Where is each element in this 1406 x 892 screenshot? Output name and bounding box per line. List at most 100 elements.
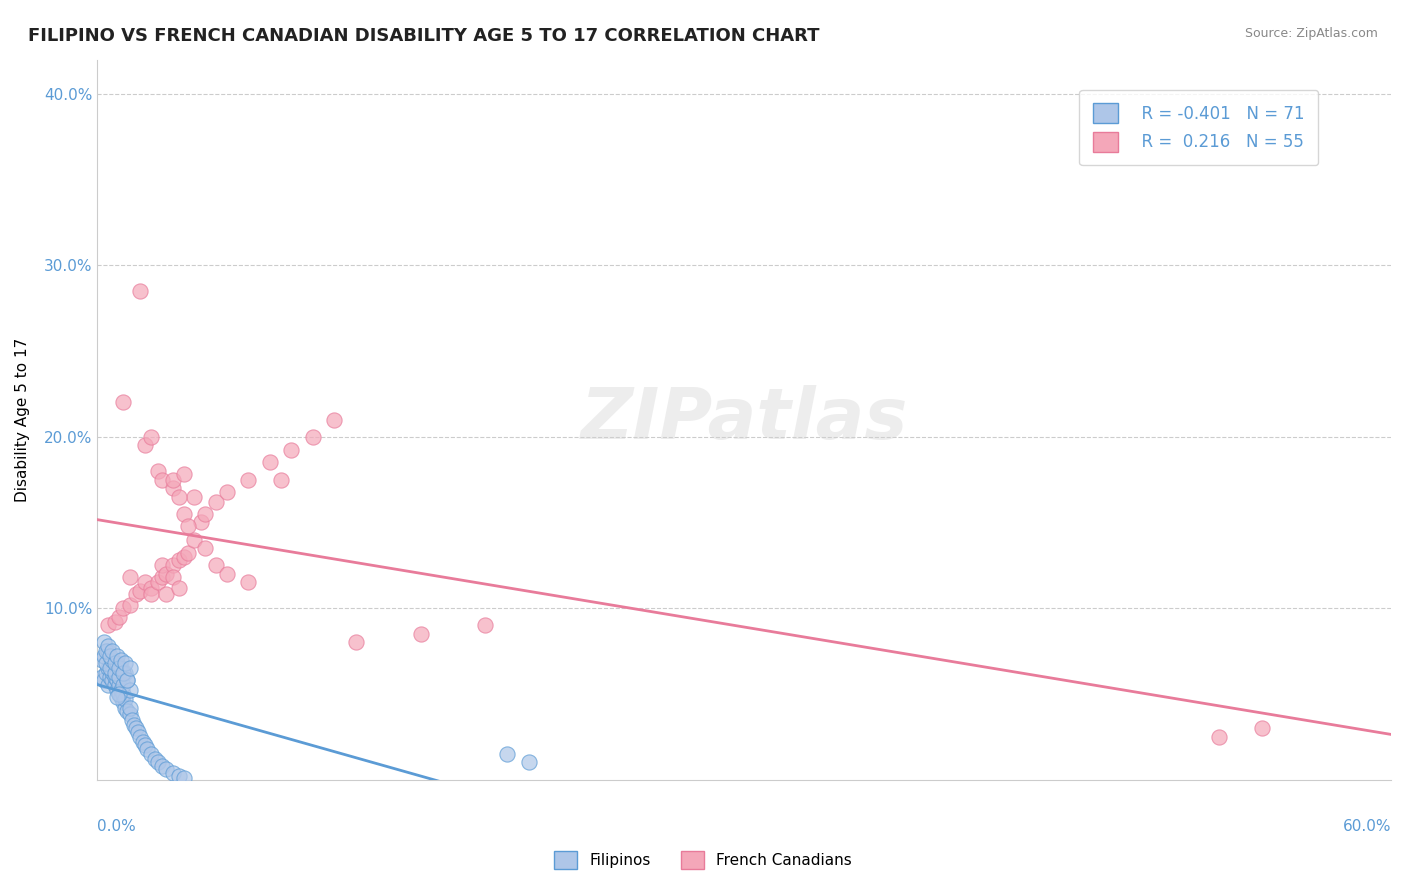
Point	[150, 558, 173, 573]
Point	[94, 656, 117, 670]
Point	[112, 395, 135, 409]
Point	[167, 581, 190, 595]
Point	[112, 601, 135, 615]
Point	[177, 546, 200, 560]
Point	[101, 665, 124, 679]
Point	[131, 735, 153, 749]
Point	[177, 519, 200, 533]
Point	[162, 570, 184, 584]
Point	[103, 615, 125, 629]
Point	[90, 652, 112, 666]
Point	[129, 730, 152, 744]
Point	[98, 656, 121, 670]
Point	[167, 490, 190, 504]
Point	[141, 587, 163, 601]
Y-axis label: Disability Age 5 to 17: Disability Age 5 to 17	[15, 337, 30, 501]
Point	[146, 756, 169, 770]
Point	[496, 747, 519, 761]
Point	[105, 656, 128, 670]
Point	[215, 566, 238, 581]
Point	[108, 609, 131, 624]
Point	[127, 724, 149, 739]
Point	[118, 598, 141, 612]
Point	[150, 570, 173, 584]
Point	[105, 690, 128, 705]
Point	[1208, 730, 1230, 744]
Point	[93, 649, 115, 664]
Point	[155, 587, 177, 601]
Point	[238, 575, 260, 590]
Point	[94, 644, 117, 658]
Point	[103, 666, 125, 681]
Point	[173, 467, 195, 482]
Point	[108, 670, 131, 684]
Legend:   R = -0.401   N = 71,   R =  0.216   N = 55: R = -0.401 N = 71, R = 0.216 N = 55	[1080, 89, 1317, 165]
Point	[167, 769, 190, 783]
Point	[167, 553, 190, 567]
Point	[129, 584, 152, 599]
Point	[110, 652, 132, 666]
Point	[103, 678, 125, 692]
Point	[114, 656, 136, 670]
Point	[1250, 721, 1272, 735]
Point	[150, 473, 173, 487]
Point	[118, 570, 141, 584]
Point	[173, 549, 195, 564]
Point	[110, 683, 132, 698]
Point	[118, 683, 141, 698]
Point	[302, 430, 325, 444]
Point	[97, 639, 120, 653]
Point	[125, 587, 148, 601]
Point	[183, 490, 205, 504]
Point	[117, 673, 139, 688]
Point	[103, 656, 125, 670]
Text: 60.0%: 60.0%	[1343, 819, 1391, 834]
Point	[474, 618, 496, 632]
Point	[183, 533, 205, 547]
Point	[194, 541, 217, 556]
Point	[93, 635, 115, 649]
Point	[101, 673, 124, 688]
Point	[97, 678, 120, 692]
Point	[108, 661, 131, 675]
Point	[98, 670, 121, 684]
Point	[155, 566, 177, 581]
Point	[108, 687, 131, 701]
Point	[122, 718, 145, 732]
Point	[141, 430, 163, 444]
Point	[93, 673, 115, 688]
Point	[110, 690, 132, 705]
Text: FILIPINO VS FRENCH CANADIAN DISABILITY AGE 5 TO 17 CORRELATION CHART: FILIPINO VS FRENCH CANADIAN DISABILITY A…	[28, 27, 820, 45]
Point	[134, 575, 156, 590]
Point	[118, 661, 141, 675]
Point	[215, 484, 238, 499]
Point	[173, 771, 195, 785]
Point	[101, 644, 124, 658]
Point	[129, 284, 152, 298]
Point	[114, 700, 136, 714]
Point	[97, 618, 120, 632]
Point	[135, 741, 157, 756]
Point	[118, 700, 141, 714]
Point	[162, 558, 184, 573]
Point	[205, 558, 228, 573]
Point	[110, 661, 132, 675]
Point	[105, 649, 128, 664]
Point	[259, 455, 281, 469]
Point	[190, 516, 212, 530]
Point	[162, 765, 184, 780]
Point	[134, 739, 156, 753]
Point	[134, 438, 156, 452]
Point	[517, 756, 540, 770]
Point	[90, 670, 112, 684]
Point	[114, 692, 136, 706]
Point	[118, 707, 141, 722]
Point	[194, 507, 217, 521]
Point	[108, 687, 131, 701]
Point	[173, 507, 195, 521]
Point	[117, 673, 139, 688]
Legend: Filipinos, French Canadians: Filipinos, French Canadians	[548, 845, 858, 875]
Text: Source: ZipAtlas.com: Source: ZipAtlas.com	[1244, 27, 1378, 40]
Point	[409, 627, 432, 641]
Point	[97, 661, 120, 675]
